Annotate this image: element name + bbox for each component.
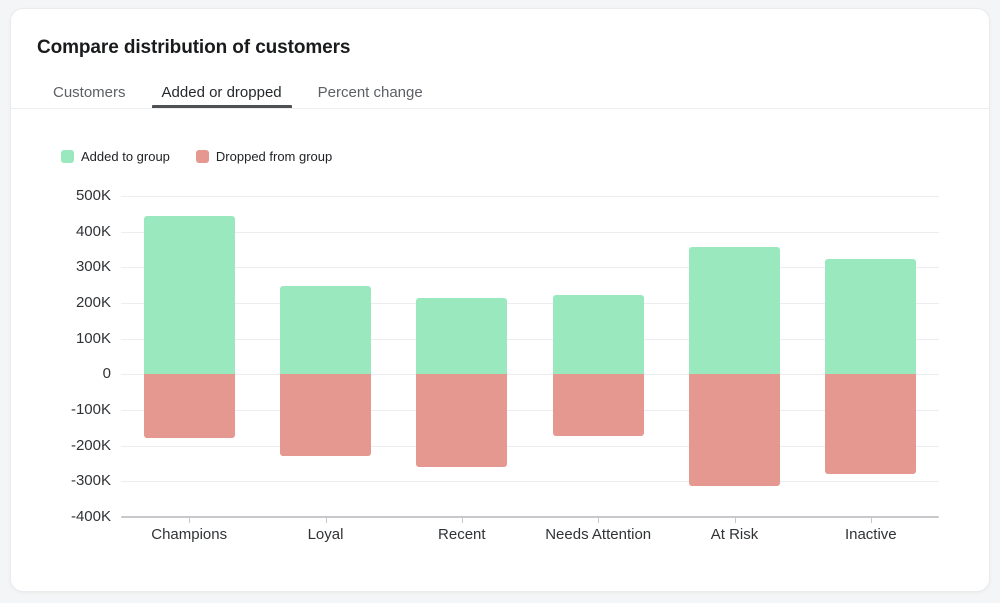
bar-dropped-loyal[interactable] — [280, 374, 371, 456]
bar-added-recent[interactable] — [416, 298, 508, 375]
y-axis-tick-label: 200K — [75, 294, 111, 311]
y-axis-tick-label: 0 — [102, 365, 111, 383]
bar-added-inactive[interactable] — [825, 259, 917, 375]
y-axis-tick-label: -300K — [70, 472, 111, 490]
x-axis-tick — [598, 518, 600, 523]
gridline — [121, 231, 939, 233]
bar-added-needs-attention[interactable] — [552, 294, 644, 375]
x-axis-category-label: At Risk — [710, 526, 759, 543]
tab-percent-change[interactable]: Percent change — [317, 83, 423, 101]
x-axis-tick — [870, 518, 872, 523]
chart-legend: Added to group Dropped from group — [61, 149, 332, 164]
gridline — [121, 303, 939, 304]
legend-label-dropped: Dropped from group — [215, 149, 333, 164]
bar-added-at-risk[interactable] — [689, 246, 780, 375]
y-axis-tick-label: -200K — [70, 436, 111, 454]
bar-dropped-at-risk[interactable] — [689, 374, 780, 487]
x-axis-category-label: Inactive — [844, 526, 897, 543]
legend-item-dropped[interactable]: Dropped from group — [195, 149, 333, 164]
legend-label-added: Added to group — [81, 149, 170, 164]
gridline — [121, 196, 939, 197]
x-axis-category-label: Champions — [151, 526, 228, 543]
bar-dropped-needs-attention[interactable] — [552, 374, 644, 436]
bar-added-loyal[interactable] — [280, 285, 371, 375]
bar-dropped-champions[interactable] — [143, 374, 235, 438]
legend-item-added[interactable]: Added to group — [61, 149, 170, 164]
tab-customers[interactable]: Customers — [53, 83, 126, 101]
bar-dropped-inactive[interactable] — [825, 374, 917, 474]
bar-added-champions[interactable] — [143, 216, 235, 375]
y-axis-tick-label: 400K — [75, 222, 111, 240]
x-axis-category-label: Needs Attention — [545, 526, 652, 543]
gridline — [121, 445, 939, 447]
x-axis-category-label: Loyal — [307, 526, 344, 543]
gridline — [121, 481, 939, 483]
y-axis-tick-label: -400K — [70, 508, 111, 525]
x-axis-tick — [461, 518, 463, 523]
y-axis-tick-label: 300K — [75, 258, 111, 276]
x-axis-category-label: Recent — [438, 526, 486, 543]
tab-added-or-dropped[interactable]: Added or dropped — [151, 75, 292, 109]
gridline — [121, 410, 939, 411]
page-title: Compare distribution of customers — [37, 37, 351, 58]
x-axis-tick — [325, 518, 327, 523]
x-axis-tick — [734, 518, 736, 523]
bar-dropped-recent[interactable] — [416, 374, 508, 468]
y-axis-tick-label: 500K — [75, 187, 111, 204]
y-axis-tick-label: 100K — [75, 329, 111, 347]
y-axis-tick-label: -100K — [70, 401, 111, 418]
x-axis-line — [121, 516, 939, 518]
compare-distribution-card: Compare distribution of customers Custom… — [10, 8, 990, 592]
gridline — [121, 338, 939, 340]
gridline — [121, 374, 939, 376]
gridline — [121, 267, 939, 269]
added-to-group-swatch-icon — [61, 150, 74, 163]
tab-bar: Customers Added or dropped Percent chang… — [43, 75, 433, 109]
x-axis-tick — [189, 518, 191, 523]
dropped-from-group-swatch-icon — [195, 150, 209, 163]
tabs-divider — [11, 108, 989, 109]
